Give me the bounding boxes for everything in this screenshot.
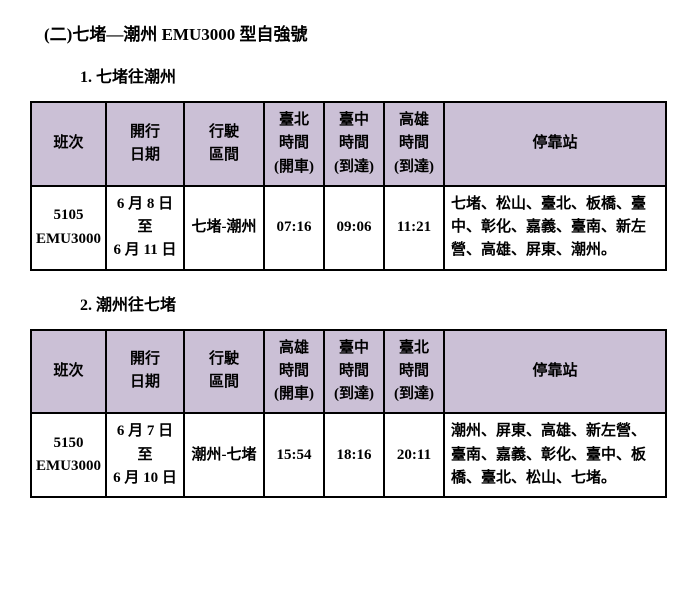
th-time3: 高雄時間(到達) bbox=[384, 102, 444, 186]
th-date: 開行日期 bbox=[106, 102, 184, 186]
th-stops: 停靠站 bbox=[444, 330, 666, 414]
timetable-2: 班次 開行日期 行駛區間 高雄時間(開車) 臺中時間(到達) 臺北時間(到達) … bbox=[30, 329, 667, 499]
cell-date: 6 月 8 日至6 月 11 日 bbox=[106, 186, 184, 270]
cell-stops: 七堵、松山、臺北、板橋、臺中、彰化、嘉義、臺南、新左營、高雄、屏東、潮州。 bbox=[444, 186, 666, 270]
cell-stops: 潮州、屏東、高雄、新左營、臺南、嘉義、彰化、臺中、板橋、臺北、松山、七堵。 bbox=[444, 413, 666, 497]
th-route: 行駛區間 bbox=[184, 330, 264, 414]
table-row: 5105EMU3000 6 月 8 日至6 月 11 日 七堵-潮州 07:16… bbox=[31, 186, 666, 270]
header-row: 班次 開行日期 行駛區間 臺北時間(開車) 臺中時間(到達) 高雄時間(到達) … bbox=[31, 102, 666, 186]
th-date: 開行日期 bbox=[106, 330, 184, 414]
section-title: (二)七堵—潮州 EMU3000 型自強號 bbox=[44, 20, 667, 45]
th-time1: 臺北時間(開車) bbox=[264, 102, 324, 186]
table-row: 5150EMU3000 6 月 7 日至6 月 10 日 潮州-七堵 15:54… bbox=[31, 413, 666, 497]
th-time2: 臺中時間(到達) bbox=[324, 102, 384, 186]
th-time1: 高雄時間(開車) bbox=[264, 330, 324, 414]
timetable-1: 班次 開行日期 行駛區間 臺北時間(開車) 臺中時間(到達) 高雄時間(到達) … bbox=[30, 101, 667, 271]
th-time3: 臺北時間(到達) bbox=[384, 330, 444, 414]
th-route: 行駛區間 bbox=[184, 102, 264, 186]
subtitle-1: 1. 七堵往潮州 bbox=[80, 63, 667, 87]
cell-time2: 18:16 bbox=[324, 413, 384, 497]
cell-route: 七堵-潮州 bbox=[184, 186, 264, 270]
cell-time3: 11:21 bbox=[384, 186, 444, 270]
th-stops: 停靠站 bbox=[444, 102, 666, 186]
th-time2: 臺中時間(到達) bbox=[324, 330, 384, 414]
header-row: 班次 開行日期 行駛區間 高雄時間(開車) 臺中時間(到達) 臺北時間(到達) … bbox=[31, 330, 666, 414]
th-train: 班次 bbox=[31, 330, 106, 414]
cell-time3: 20:11 bbox=[384, 413, 444, 497]
th-train: 班次 bbox=[31, 102, 106, 186]
cell-time1: 07:16 bbox=[264, 186, 324, 270]
cell-train: 5105EMU3000 bbox=[31, 186, 106, 270]
cell-date: 6 月 7 日至6 月 10 日 bbox=[106, 413, 184, 497]
cell-time2: 09:06 bbox=[324, 186, 384, 270]
cell-train: 5150EMU3000 bbox=[31, 413, 106, 497]
subtitle-2: 2. 潮州往七堵 bbox=[80, 291, 667, 315]
cell-route: 潮州-七堵 bbox=[184, 413, 264, 497]
cell-time1: 15:54 bbox=[264, 413, 324, 497]
